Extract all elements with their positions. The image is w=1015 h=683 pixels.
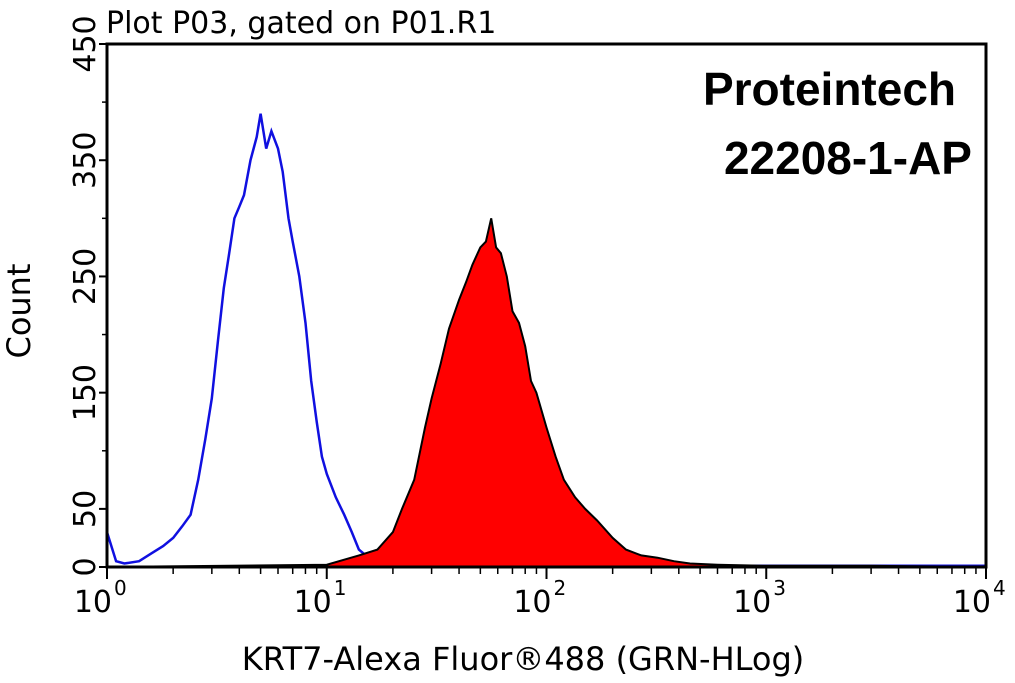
x-tick-label-exponent: 1	[334, 576, 347, 600]
y-tick-label: 250	[68, 248, 103, 305]
x-tick-label-base: 10	[733, 585, 771, 620]
annotation-catalog-number: 22208-1-AP	[724, 132, 972, 184]
x-tick-label-base: 10	[513, 585, 551, 620]
y-axis-label: Count	[0, 263, 38, 358]
chart-title: Plot P03, gated on P01.R1	[106, 6, 496, 41]
y-tick-label: 150	[68, 364, 103, 421]
y-tick-label: 0	[68, 557, 103, 576]
x-tick-label-exponent: 4	[993, 576, 1006, 600]
y-axis: 0 50 150 250 350 450	[68, 15, 107, 577]
x-tick-label-exponent: 2	[554, 576, 567, 600]
x-tick-label-base: 10	[74, 585, 112, 620]
annotation-brand: Proteintech	[703, 63, 956, 115]
x-tick-label-base: 10	[294, 585, 332, 620]
x-axis-label: KRT7-Alexa Fluor®488 (GRN-HLog)	[242, 640, 805, 678]
x-tick-label-base: 10	[953, 585, 991, 620]
x-axis: 10 0 10 1 10 2 10 3 10 4	[74, 567, 1006, 620]
series-layer	[105, 113, 987, 568]
y-tick-label: 350	[68, 132, 103, 189]
x-tick-label-exponent: 3	[773, 576, 786, 600]
series-filled-histogram	[106, 218, 987, 568]
y-tick-label: 50	[68, 490, 103, 528]
x-tick-label-exponent: 0	[114, 576, 127, 600]
y-tick-label: 450	[68, 15, 103, 72]
